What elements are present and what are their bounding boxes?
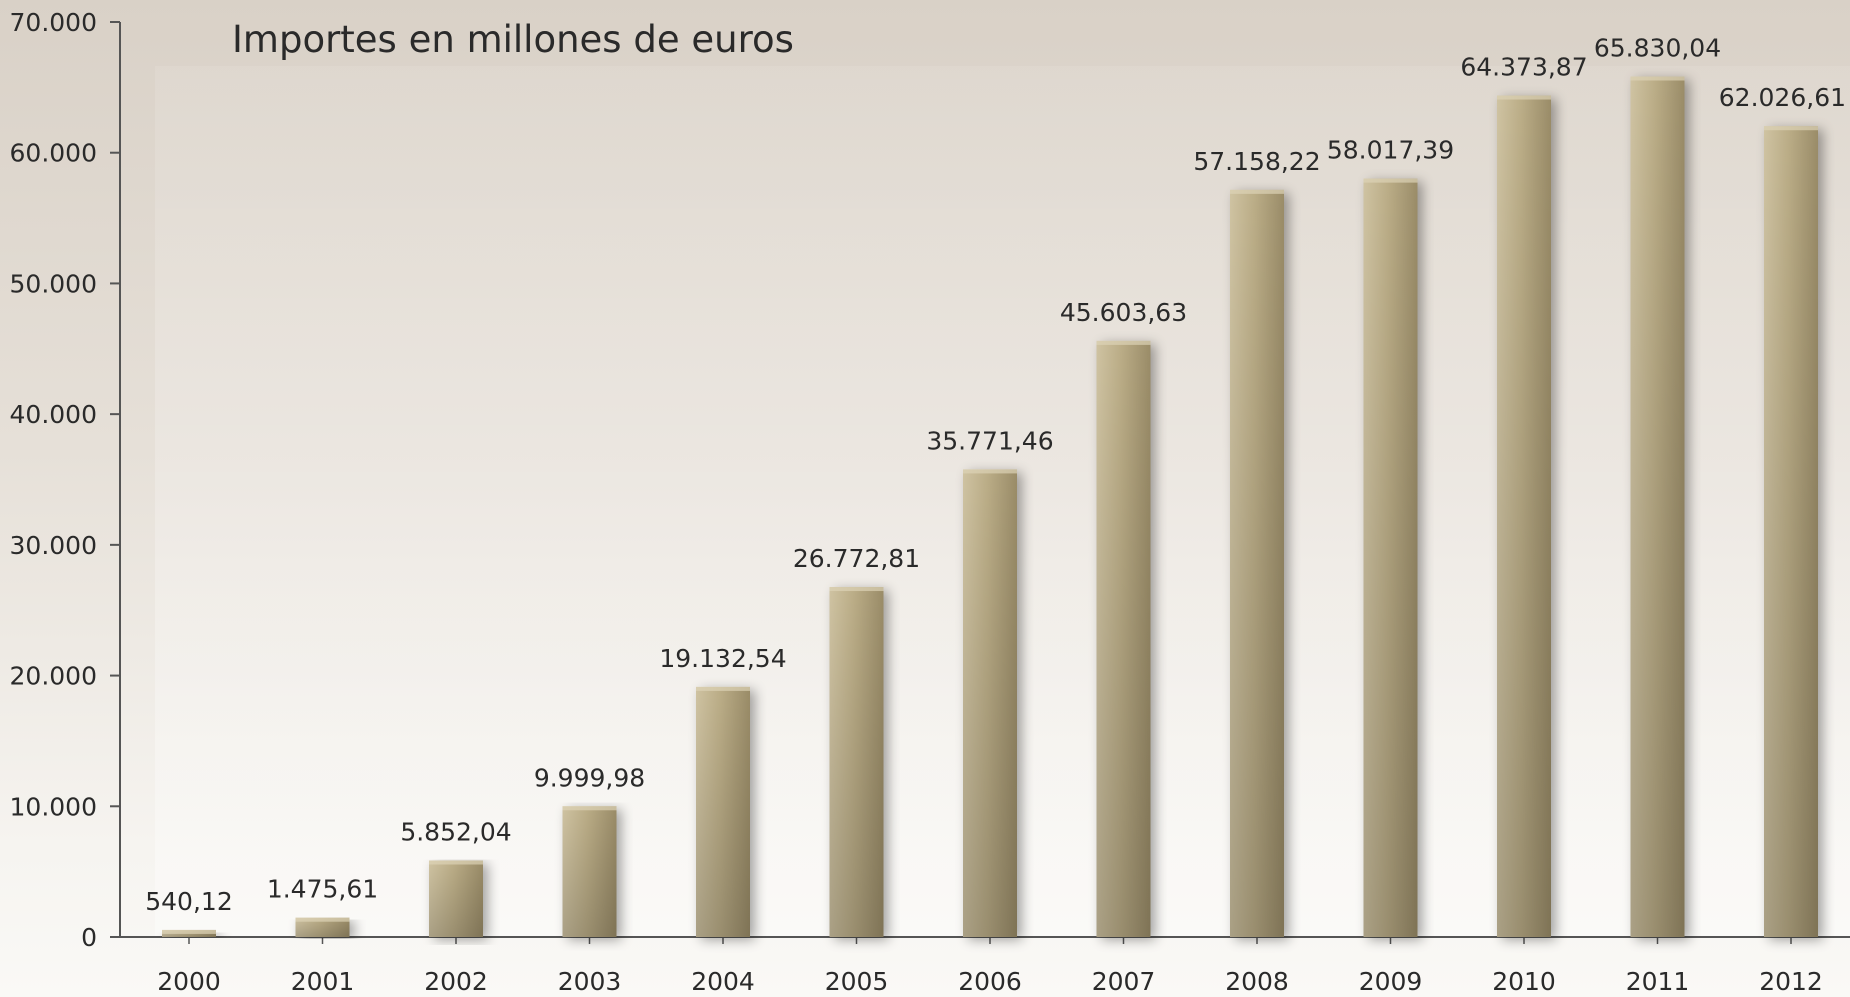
- bar-cap: [1630, 76, 1685, 81]
- bar-shade: [963, 469, 1017, 937]
- value-label: 26.772,81: [793, 544, 920, 573]
- bar-cap: [1764, 126, 1818, 131]
- bar-2001: [295, 917, 350, 937]
- bar-cap: [963, 469, 1017, 474]
- value-label: 58.017,39: [1327, 136, 1454, 165]
- bar-cap: [429, 860, 483, 865]
- x-tick-label: 2009: [1359, 967, 1423, 996]
- bar-cap: [1363, 178, 1418, 183]
- bars-group: [162, 76, 1818, 938]
- value-label: 62.026,61: [1719, 83, 1846, 112]
- bar-2012: [1764, 126, 1818, 938]
- value-label: 9.999,98: [534, 763, 645, 792]
- bar-2004: [696, 686, 750, 937]
- x-tick-label: 2012: [1759, 967, 1823, 996]
- bar-shade: [1363, 178, 1418, 938]
- value-label: 45.603,63: [1060, 298, 1187, 327]
- value-label: 35.771,46: [926, 426, 1053, 455]
- bar-shade: [1630, 76, 1685, 938]
- value-label: 19.132,54: [659, 644, 786, 673]
- x-tick-label: 2002: [424, 967, 488, 996]
- x-tick-label: 2010: [1492, 967, 1556, 996]
- bar-shade: [1764, 126, 1818, 938]
- bar-cap: [1096, 340, 1151, 345]
- bar-shade: [562, 806, 617, 937]
- bar-shade: [295, 917, 350, 937]
- bar-2009: [1363, 178, 1418, 938]
- x-tick-label: 2001: [291, 967, 355, 996]
- bar-cap: [1230, 189, 1284, 194]
- y-tick-label: 20.000: [10, 662, 97, 691]
- y-tick-label: 30.000: [10, 531, 97, 560]
- x-tick-label: 2005: [825, 967, 889, 996]
- y-tick-label: 70.000: [10, 8, 97, 37]
- bar-2010: [1497, 95, 1551, 937]
- x-tick-label: 2007: [1092, 967, 1156, 996]
- bar-shade: [1230, 189, 1284, 937]
- value-label: 64.373,87: [1460, 53, 1587, 82]
- x-tick-label: 2011: [1626, 967, 1690, 996]
- x-tick-label: 2000: [157, 967, 221, 996]
- chart-title: Importes en millones de euros: [232, 18, 794, 61]
- bar-shade: [429, 860, 483, 937]
- y-axis: 0 10.000 20.000 30.000 40.000 50.000 60.000 70.…: [10, 8, 121, 952]
- bar-2007: [1096, 340, 1151, 938]
- bar-cap: [162, 929, 216, 934]
- y-tick-label: 0: [81, 923, 97, 952]
- bar-shade: [696, 686, 750, 937]
- x-tick-label: 2003: [558, 967, 622, 996]
- value-label: 65.830,04: [1594, 34, 1721, 63]
- bar-2011: [1630, 76, 1685, 938]
- value-label: 57.158,22: [1193, 147, 1320, 176]
- bar-2005: [829, 587, 884, 937]
- bar-cap: [696, 686, 750, 691]
- value-label: 1.475,61: [267, 875, 378, 904]
- y-tick-label: 50.000: [10, 269, 97, 298]
- bar-cap: [562, 806, 617, 811]
- y-tick-label: 60.000: [10, 139, 97, 168]
- x-axis: 2000 2001 2002 2003 2004 2005 2006 2007 2008 2009…: [120, 936, 1850, 996]
- bar-2006: [963, 469, 1017, 937]
- bar-shade: [829, 587, 884, 937]
- bar-cap: [829, 587, 884, 592]
- value-label: 540,12: [145, 887, 232, 916]
- y-tick-label: 10.000: [10, 792, 97, 821]
- bar-shade: [1497, 95, 1551, 937]
- bar-shade: [1096, 340, 1151, 938]
- bar-cap: [295, 917, 350, 922]
- bar-2003: [562, 806, 617, 937]
- bar-cap: [1497, 95, 1551, 100]
- value-labels-group: 540,12 1.475,61 5.852,04 9.999,98 19.132,54 2…: [145, 34, 1846, 916]
- x-tick-label: 2006: [958, 967, 1022, 996]
- bar-2002: [429, 860, 483, 937]
- x-tick-label: 2008: [1225, 967, 1289, 996]
- value-label: 5.852,04: [400, 818, 511, 847]
- y-tick-label: 40.000: [10, 400, 97, 429]
- x-tick-label: 2004: [691, 967, 755, 996]
- bar-2008: [1230, 189, 1284, 937]
- bar-2000: [162, 929, 216, 937]
